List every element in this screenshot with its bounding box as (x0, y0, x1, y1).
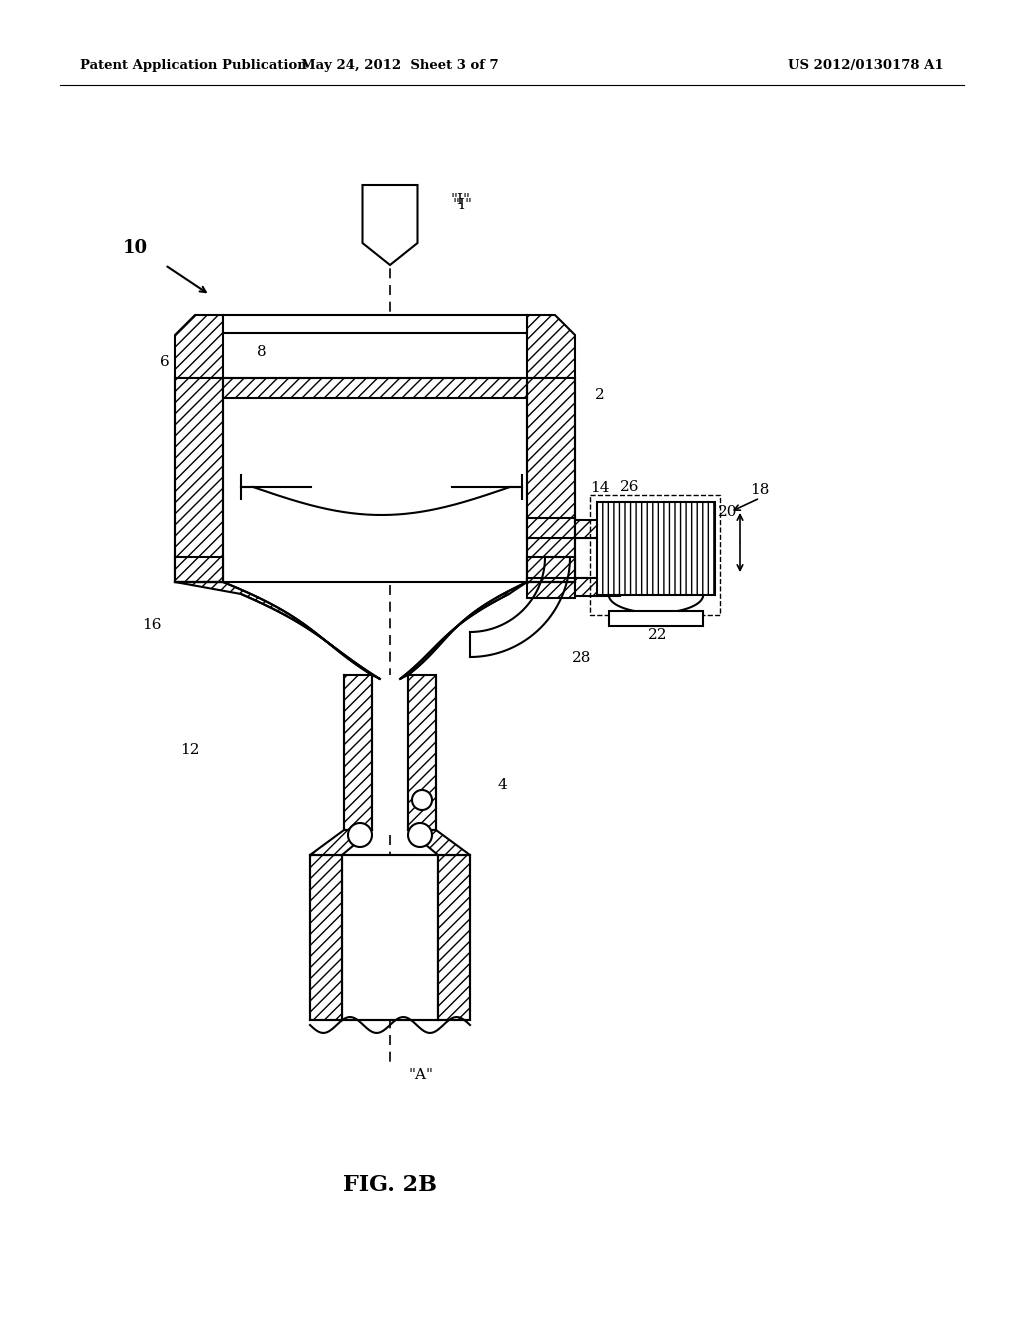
Text: May 24, 2012  Sheet 3 of 7: May 24, 2012 Sheet 3 of 7 (301, 58, 499, 71)
Bar (609, 611, 703, 626)
Bar (527, 578, 575, 598)
Text: 2: 2 (595, 388, 605, 403)
Bar (438, 855, 470, 1020)
Text: 8: 8 (257, 345, 267, 359)
Text: 16: 16 (142, 618, 162, 632)
Bar (575, 578, 620, 597)
Bar (372, 675, 408, 830)
Circle shape (408, 822, 432, 847)
Bar (223, 399, 527, 582)
Bar (408, 675, 436, 830)
Polygon shape (175, 582, 380, 678)
Polygon shape (362, 185, 418, 265)
Circle shape (348, 822, 372, 847)
Bar (175, 557, 223, 582)
Bar (342, 855, 438, 1020)
Text: US 2012/0130178 A1: US 2012/0130178 A1 (788, 58, 944, 71)
Bar (223, 378, 527, 399)
Bar (527, 557, 575, 582)
Text: 10: 10 (123, 239, 147, 257)
Text: 6: 6 (160, 355, 170, 370)
Polygon shape (408, 830, 470, 855)
Text: "I": "I" (452, 198, 472, 213)
Text: "A": "A" (408, 1068, 433, 1082)
Bar (597, 502, 715, 595)
Text: FIG. 2B: FIG. 2B (343, 1173, 437, 1196)
Text: "I": "I" (450, 193, 470, 207)
Polygon shape (400, 582, 575, 678)
Text: 26: 26 (620, 480, 640, 494)
Bar (175, 378, 223, 582)
Polygon shape (175, 315, 223, 378)
Bar (310, 855, 342, 1020)
Text: 28: 28 (572, 651, 592, 665)
Polygon shape (527, 315, 575, 378)
Bar (223, 333, 527, 378)
Polygon shape (310, 830, 372, 855)
Text: 4: 4 (498, 777, 508, 792)
Bar (344, 675, 372, 830)
Circle shape (412, 789, 432, 810)
Text: 20: 20 (718, 506, 737, 519)
Text: 14: 14 (590, 480, 609, 495)
Text: 18: 18 (750, 483, 769, 498)
Text: 22: 22 (648, 628, 668, 642)
Text: 24: 24 (660, 611, 680, 624)
Text: Patent Application Publication: Patent Application Publication (80, 58, 307, 71)
Bar (575, 520, 620, 539)
Text: 12: 12 (180, 743, 200, 756)
Bar (527, 517, 575, 539)
Bar (575, 539, 620, 578)
Bar (223, 315, 527, 333)
Bar (527, 378, 575, 582)
